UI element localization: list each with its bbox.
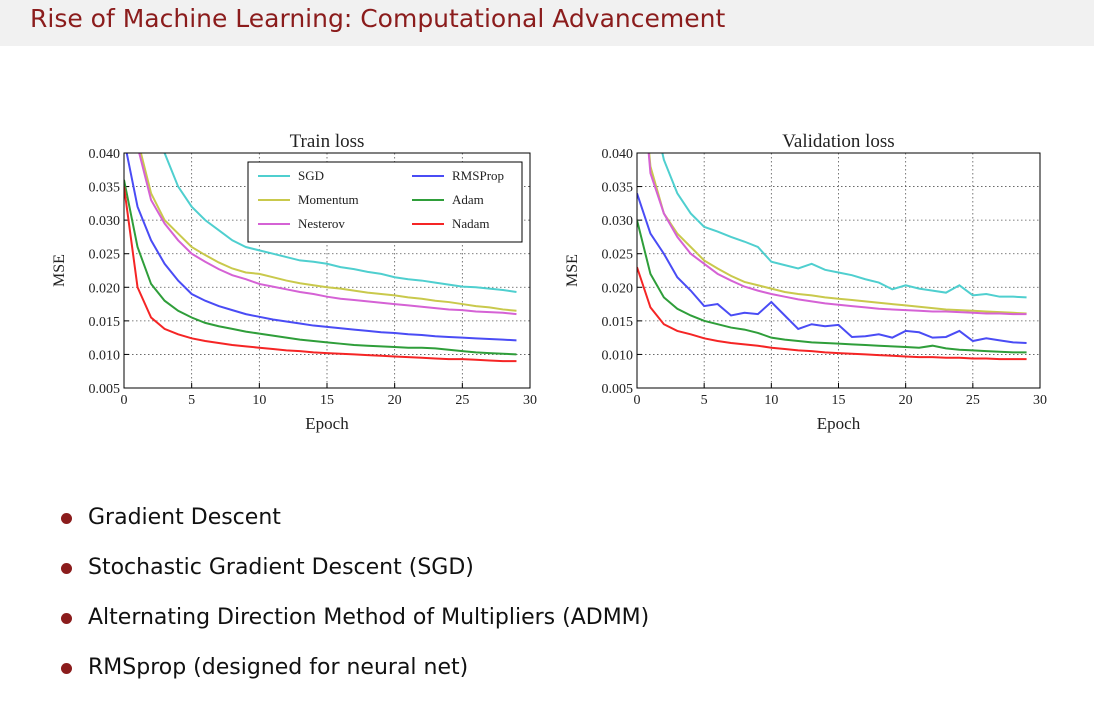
y-tick-label: 0.015 — [602, 315, 634, 330]
series-line — [637, 192, 1027, 345]
y-tick-label: 0.030 — [602, 214, 634, 229]
x-tick-label: 30 — [1033, 393, 1047, 408]
slide-title: Rise of Machine Learning: Computational … — [30, 4, 726, 33]
series-line — [138, 153, 517, 316]
bullet-item: Stochastic Gradient Descent (SGD) — [0, 550, 649, 600]
y-tick-label: 0.035 — [602, 181, 634, 196]
x-tick-label: 10 — [764, 393, 778, 408]
x-axis-label: Epoch — [305, 414, 349, 433]
series-line — [637, 266, 1027, 361]
legend-label: SGD — [298, 168, 324, 183]
y-tick-label: 0.020 — [89, 281, 121, 296]
legend-label: RMSProp — [452, 168, 504, 183]
x-tick-label: 0 — [634, 393, 641, 408]
series-line — [163, 153, 517, 293]
chart-title: Train loss — [290, 131, 365, 152]
y-axis-label: MSE — [51, 254, 68, 287]
x-tick-label: 0 — [121, 393, 128, 408]
series-line — [637, 219, 1027, 354]
legend-label: Nadam — [452, 216, 490, 231]
y-tick-label: 0.010 — [89, 348, 121, 363]
y-axis-label: MSE — [564, 254, 581, 287]
x-tick-label: 15 — [832, 393, 846, 408]
legend-label: Momentum — [298, 192, 359, 207]
bullet-dot — [61, 613, 72, 624]
x-tick-label: 20 — [899, 393, 913, 408]
plot-frame — [123, 152, 531, 389]
series-line — [124, 186, 517, 363]
bullet-item: Alternating Direction Method of Multipli… — [0, 600, 649, 650]
series-line — [661, 153, 1027, 299]
bullet-item: RMSprop (designed for neural net) — [0, 650, 649, 700]
bullet-dot — [61, 563, 72, 574]
plot-frame — [636, 152, 1041, 389]
series-line — [139, 153, 517, 312]
y-tick-label: 0.035 — [89, 181, 121, 196]
charts: 0.005 0.010 0.015 0.020 0.025 0.030 0.035 0.040… — [51, 131, 1047, 433]
x-tick-label: 5 — [701, 393, 708, 408]
bullet-dot — [61, 513, 72, 524]
bullet-text: RMSprop (designed for neural net) — [88, 655, 469, 680]
series-line — [647, 153, 1027, 316]
chart-title: Validation loss — [782, 131, 894, 152]
y-tick-label: 0.025 — [89, 248, 121, 263]
x-tick-label: 25 — [966, 393, 980, 408]
y-tick-label: 0.005 — [602, 382, 634, 397]
y-tick-label: 0.020 — [602, 281, 634, 296]
series-line — [124, 179, 517, 356]
bullet-text: Gradient Descent — [88, 505, 281, 530]
bullet-list: Gradient Descent Stochastic Gradient Des… — [0, 500, 649, 700]
x-tick-label: 15 — [320, 393, 334, 408]
bullet-dot — [61, 663, 72, 674]
header: Rise of Machine Learning: Computational … — [0, 0, 1094, 46]
x-tick-label: 30 — [523, 393, 537, 408]
legend-label: Adam — [452, 192, 484, 207]
y-tick-label: 0.030 — [89, 214, 121, 229]
y-tick-label: 0.040 — [89, 147, 121, 162]
x-axis-label: Epoch — [817, 414, 861, 433]
bullet-text: Alternating Direction Method of Multipli… — [88, 605, 650, 630]
x-tick-label: 10 — [252, 393, 266, 408]
y-tick-label: 0.040 — [602, 147, 634, 162]
y-tick-label: 0.005 — [89, 382, 121, 397]
x-tick-label: 5 — [188, 393, 195, 408]
x-tick-label: 20 — [388, 393, 402, 408]
y-tick-label: 0.015 — [89, 315, 121, 330]
bullet-item: Gradient Descent — [0, 500, 649, 550]
legend-label: Nesterov — [298, 216, 345, 231]
bullet-text: Stochastic Gradient Descent (SGD) — [88, 555, 474, 580]
legend-box — [247, 161, 523, 243]
y-tick-label: 0.025 — [602, 248, 634, 263]
series-line — [648, 153, 1027, 315]
series-line — [125, 153, 517, 342]
y-tick-label: 0.010 — [602, 348, 634, 363]
x-tick-label: 25 — [455, 393, 469, 408]
